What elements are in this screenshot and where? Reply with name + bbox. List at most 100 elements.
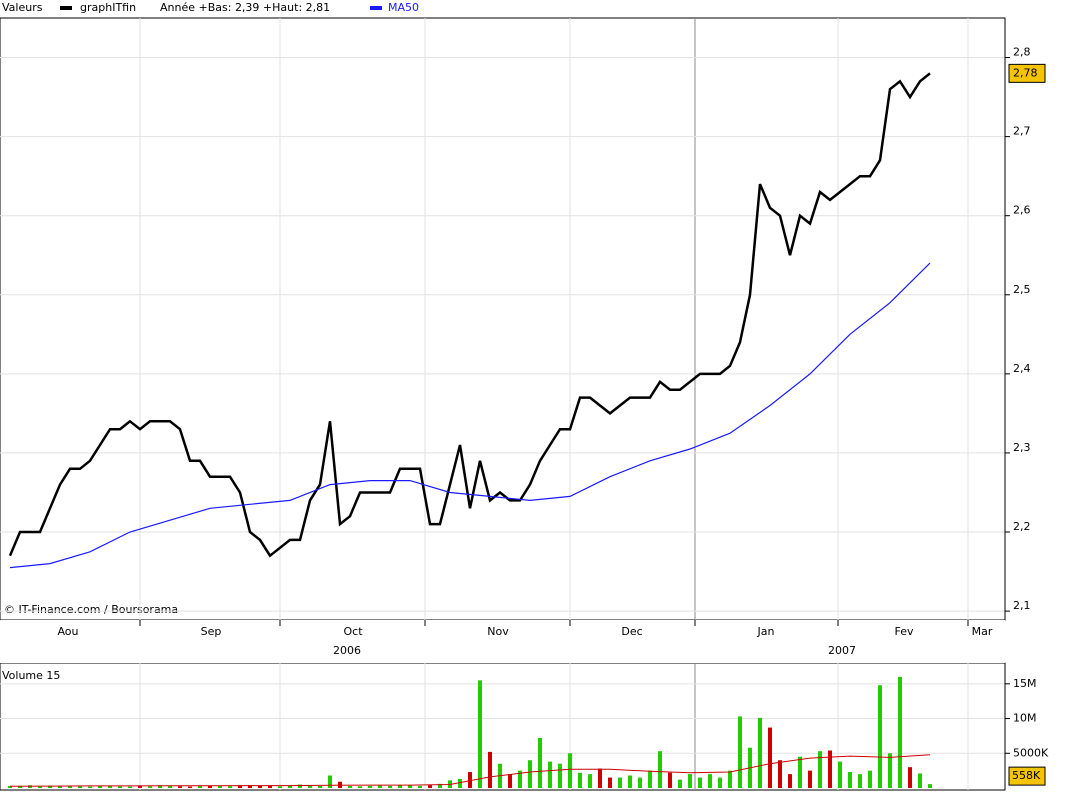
volume-bar: [878, 685, 882, 788]
volume-bar: [718, 777, 722, 788]
volume-bar: [758, 717, 762, 788]
y-tick-label: 2,3: [1013, 441, 1031, 454]
volume-bar: [8, 785, 12, 788]
volume-title: Volume 15: [2, 669, 60, 682]
volume-bar: [368, 785, 372, 788]
volume-bar: [468, 772, 472, 788]
volume-bar: [18, 786, 22, 788]
volume-bar: [138, 785, 142, 788]
last-value-box: [1008, 63, 1046, 83]
volume-bar: [238, 785, 242, 788]
price-line: [8, 72, 931, 558]
volume-bar: [98, 785, 102, 788]
volume-bar: [848, 772, 852, 788]
volume-bar: [198, 785, 202, 788]
last-value-box: [1008, 766, 1046, 786]
last-value-label: 2,78: [1013, 66, 1038, 79]
year-label: 2006: [333, 644, 361, 657]
y-tick-label: 2,6: [1013, 204, 1031, 217]
volume-bar: [418, 785, 422, 788]
volume-bar: [908, 767, 912, 788]
y-tick-label: 10M: [1013, 712, 1037, 725]
volume-bar: [188, 786, 192, 788]
volume-bar: [258, 785, 262, 788]
y-tick-label: 2,7: [1013, 125, 1031, 138]
volume-bar: [838, 761, 842, 788]
volume-bar: [788, 774, 792, 788]
volume-bar: [818, 751, 822, 788]
volume-bar: [48, 785, 52, 788]
volume-bar: [578, 772, 582, 788]
last-value-label: 558K: [1012, 769, 1041, 782]
volume-bar: [328, 775, 332, 788]
volume-bar: [88, 786, 92, 788]
volume-bar: [808, 770, 812, 788]
volume-ma-line: [9, 754, 931, 787]
y-tick-label: 2,2: [1013, 520, 1031, 533]
volume-bar: [728, 770, 732, 788]
volume-bar: [828, 750, 832, 788]
volume-bar: [798, 756, 802, 788]
y-tick-label: 2,4: [1013, 362, 1031, 375]
x-tick-label: Mar: [972, 625, 993, 638]
volume-bar: [888, 753, 892, 788]
y-tick-label: 2,1: [1013, 599, 1031, 612]
volume-bar: [508, 774, 512, 788]
volume-bar: [778, 760, 782, 788]
x-tick-label: Oct: [343, 625, 363, 638]
volume-bar: [108, 785, 112, 788]
volume-bar: [588, 774, 592, 788]
y-tick-label: 15M: [1013, 677, 1037, 690]
y-tick-label: 2,8: [1013, 46, 1031, 59]
volume-bar: [738, 716, 742, 788]
volume-bar: [388, 785, 392, 788]
volume-bar: [768, 727, 772, 788]
volume-bar: [278, 786, 282, 788]
volume-bar: [68, 786, 72, 788]
volume-bar: [668, 772, 672, 788]
x-tick-label: Sep: [201, 625, 222, 638]
volume-bar: [638, 777, 642, 788]
volume-bar: [438, 783, 442, 788]
y-tick-label: 5000K: [1013, 746, 1049, 759]
volume-bar: [648, 770, 652, 788]
volume-bar: [608, 777, 612, 788]
volume-bar: [168, 785, 172, 788]
volume-bar: [308, 785, 312, 788]
volume-bar: [628, 775, 632, 788]
volume-bar: [248, 785, 252, 788]
volume-bar: [698, 777, 702, 788]
volume-bar: [928, 784, 932, 788]
volume-bar: [298, 784, 302, 788]
x-tick-label: Aou: [57, 625, 78, 638]
x-tick-label: Nov: [487, 625, 509, 638]
header-label: Valeurs: [2, 1, 43, 14]
volume-bar: [518, 770, 522, 788]
volume-bar: [228, 786, 232, 788]
volume-bar: [128, 786, 132, 788]
volume-bar: [658, 751, 662, 788]
volume-bar: [38, 786, 42, 788]
volume-bar: [488, 751, 492, 788]
volume-bar: [118, 786, 122, 788]
volume-bar: [428, 785, 432, 788]
volume-bar: [568, 753, 572, 788]
credit: © IT-Finance.com / Boursorama: [4, 603, 178, 616]
volume-bar: [58, 785, 62, 788]
x-axis-band: [0, 620, 1005, 663]
legend-entry: MA50: [388, 1, 419, 14]
volume-bar: [558, 763, 562, 788]
volume-bar: [858, 774, 862, 788]
y-tick-label: 2,5: [1013, 283, 1031, 296]
volume-bar: [148, 786, 152, 788]
volume-bar: [708, 774, 712, 788]
range-note: Année +Bas: 2,39 +Haut: 2,81: [160, 1, 330, 14]
volume-bar: [398, 785, 402, 788]
x-tick-label: Jan: [757, 625, 775, 638]
volume-bar: [158, 785, 162, 788]
volume-bar: [528, 760, 532, 788]
volume-bar: [548, 761, 552, 788]
